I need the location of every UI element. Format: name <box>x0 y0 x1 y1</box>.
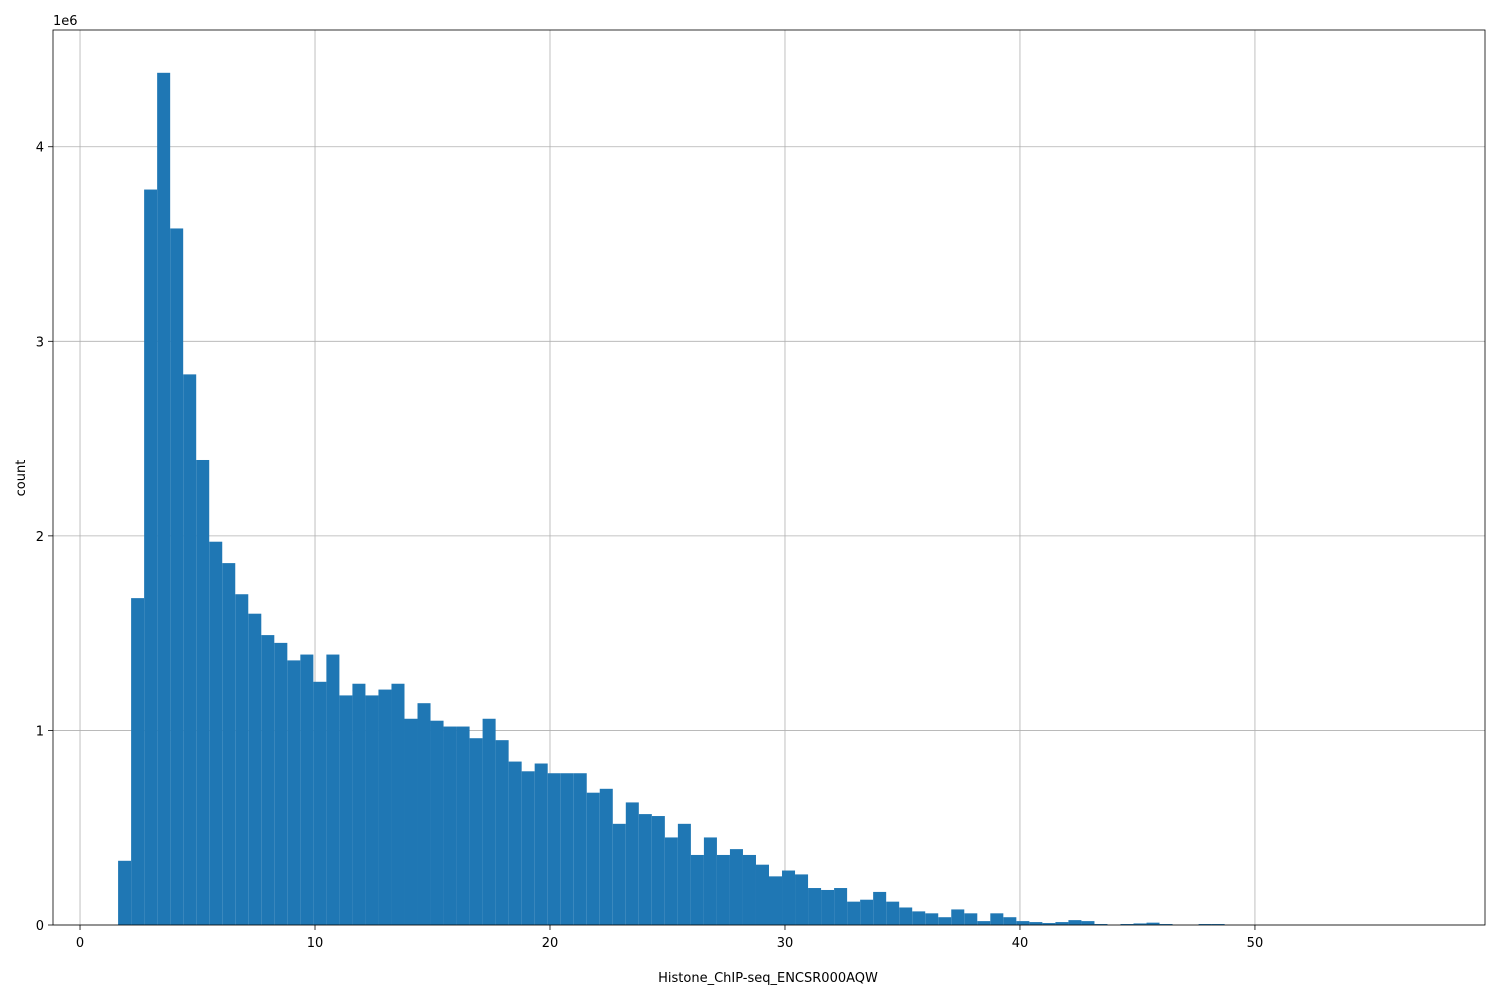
bar <box>782 870 796 925</box>
bar <box>443 726 457 925</box>
plot-frame <box>52 29 1486 926</box>
bar <box>534 763 548 925</box>
bar <box>938 917 952 925</box>
bar <box>1016 921 1030 925</box>
bar <box>651 816 665 925</box>
bar <box>235 594 249 925</box>
bar <box>755 864 769 925</box>
bar <box>469 738 483 925</box>
bar <box>703 837 717 925</box>
bar <box>248 613 262 925</box>
y-tick-label: 3 <box>36 335 44 350</box>
bar <box>391 683 405 925</box>
bar <box>573 773 587 925</box>
y-tick-label: 1 <box>36 724 44 739</box>
bar <box>716 854 730 925</box>
bar <box>287 660 301 925</box>
bar <box>495 740 509 925</box>
bar <box>1068 920 1082 925</box>
bar <box>1133 923 1147 925</box>
bar <box>404 718 418 925</box>
bar <box>951 909 965 925</box>
bar <box>599 788 613 925</box>
bar <box>742 854 756 925</box>
bar <box>482 718 496 925</box>
x-tick-label: 50 <box>1247 936 1264 951</box>
bar <box>196 459 210 925</box>
bar <box>157 72 171 926</box>
bar <box>1055 922 1069 925</box>
bar <box>834 888 848 925</box>
x-tick-label: 20 <box>542 936 559 951</box>
bar <box>664 837 678 925</box>
bar <box>586 792 600 925</box>
bar <box>612 823 626 925</box>
bar <box>560 773 574 925</box>
bar <box>222 563 236 925</box>
y-tick-label: 4 <box>36 141 44 156</box>
bar <box>1159 924 1173 925</box>
bar <box>990 913 1004 925</box>
bar <box>521 771 535 925</box>
bar <box>170 228 184 925</box>
bar <box>1120 924 1134 925</box>
bar <box>977 921 991 925</box>
x-tick-label: 10 <box>307 936 324 951</box>
bar <box>430 720 444 925</box>
bar <box>625 802 639 925</box>
x-tick-label: 0 <box>76 936 84 951</box>
x-tick-label: 40 <box>1012 936 1029 951</box>
bar <box>808 888 822 925</box>
bar <box>300 654 314 925</box>
bar <box>899 907 913 925</box>
y-tick-label: 0 <box>36 919 44 934</box>
bar <box>1146 922 1160 925</box>
bar <box>964 913 978 925</box>
bar <box>729 849 743 925</box>
bar <box>912 911 926 925</box>
bar <box>690 854 704 925</box>
bar <box>339 695 353 925</box>
bar <box>118 860 132 925</box>
bar <box>1081 921 1095 925</box>
bar <box>925 913 939 925</box>
bar <box>1198 924 1212 925</box>
bar <box>1211 924 1225 925</box>
bar <box>769 876 783 925</box>
bar <box>274 642 288 925</box>
bar <box>365 695 379 925</box>
x-tick-label: 30 <box>777 936 794 951</box>
y-tick-label: 2 <box>36 530 44 545</box>
bar <box>677 823 691 925</box>
bar <box>1003 917 1017 925</box>
bar <box>1094 924 1108 925</box>
bar <box>1029 922 1043 925</box>
bar <box>873 891 887 925</box>
bar <box>261 635 275 925</box>
y-offset-label: 1e6 <box>53 14 78 29</box>
bar <box>547 773 561 925</box>
bar <box>860 899 874 925</box>
bar <box>326 654 340 925</box>
bar <box>144 189 158 926</box>
bar <box>131 598 145 925</box>
bar <box>795 874 809 925</box>
bar <box>821 889 835 925</box>
bar <box>209 541 223 925</box>
bar <box>183 374 197 925</box>
bar <box>313 681 327 925</box>
bar <box>886 901 900 925</box>
x-axis-label: Histone_ChIP-seq_ENCSR000AQW <box>658 971 878 986</box>
bar <box>378 689 392 925</box>
bar <box>1042 923 1056 925</box>
bar <box>847 901 861 925</box>
bar <box>417 703 431 925</box>
y-axis-label: count <box>14 460 29 497</box>
bar <box>638 814 652 925</box>
bar <box>352 683 366 925</box>
bar <box>508 761 522 925</box>
bar <box>456 726 470 925</box>
